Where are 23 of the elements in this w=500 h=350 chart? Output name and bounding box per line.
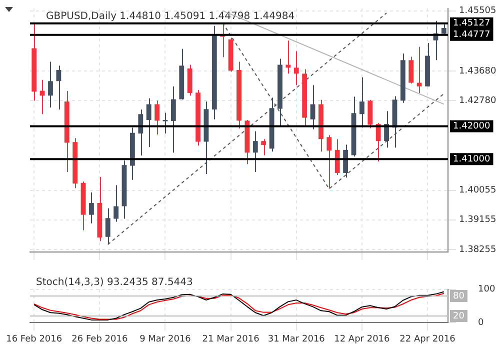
y-tick-label: 1.42780: [459, 96, 496, 106]
ref-line-label: 1.44777: [453, 30, 490, 40]
y-tick-label: 100: [478, 284, 496, 295]
x-tick-label: 16 Feb 2016: [6, 334, 62, 344]
y-tick-label: 1.39155: [459, 215, 496, 226]
x-tick-label: 21 Mar 2016: [202, 334, 260, 344]
x-tick-label: 22 Apr 2016: [400, 334, 456, 344]
ref-line-label: 1.42000: [453, 122, 490, 132]
ref-line-label: 20: [453, 311, 465, 322]
y-tick-label: 1.40055: [459, 186, 496, 196]
ref-line-label: 1.45127: [453, 18, 490, 29]
x-tick-label: 31 Mar 2016: [268, 334, 326, 344]
y-tick-label: 0: [478, 318, 484, 328]
x-tick-label: 26 Feb 2016: [72, 334, 128, 344]
chart-title: GBPUSD,Daily 1.44810 1.45091 1.44798 1.44984: [46, 10, 295, 22]
x-tick-label: 9 Mar 2016: [140, 334, 192, 344]
y-tick-label: 1.45505: [459, 6, 496, 16]
y-tick-label: 1.38255: [459, 244, 496, 255]
y-tick-label: 1.43680: [459, 66, 496, 76]
ref-line-label: 80: [453, 291, 465, 302]
chart-title: Stoch(14,3,3) 93.2435 87.5443: [36, 276, 193, 288]
ref-line-label: 1.41000: [453, 154, 490, 165]
x-tick-label: 12 Apr 2016: [334, 334, 390, 344]
